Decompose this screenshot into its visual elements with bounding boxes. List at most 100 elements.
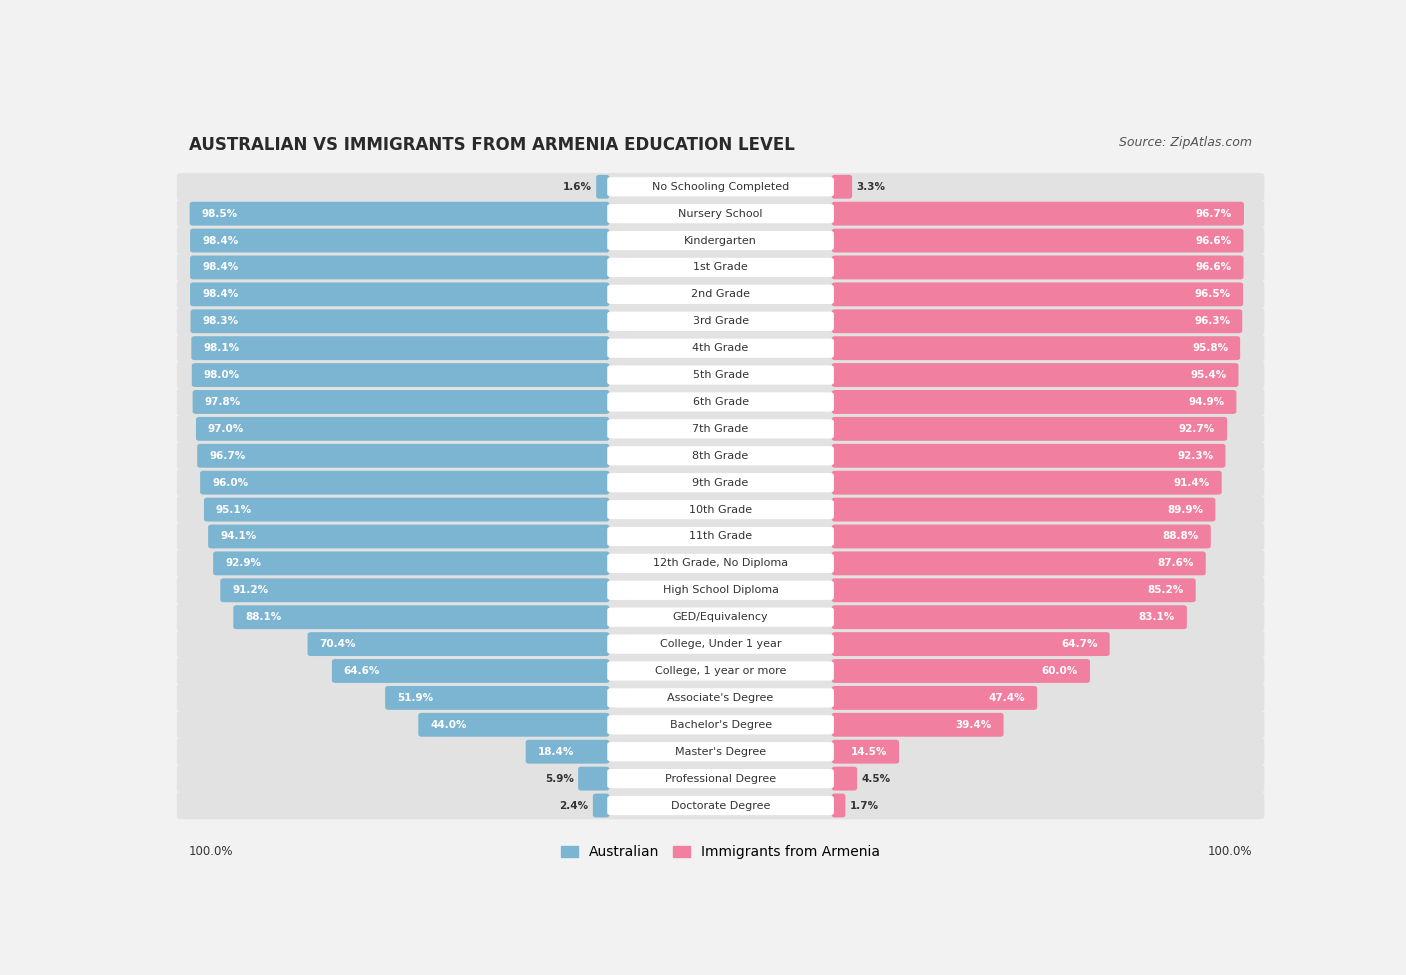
FancyBboxPatch shape	[526, 740, 609, 763]
FancyBboxPatch shape	[607, 257, 834, 277]
Text: 14.5%: 14.5%	[851, 747, 887, 757]
FancyBboxPatch shape	[607, 796, 834, 815]
FancyBboxPatch shape	[607, 500, 834, 520]
FancyBboxPatch shape	[607, 581, 834, 600]
FancyBboxPatch shape	[607, 688, 834, 708]
Text: Kindergarten: Kindergarten	[685, 236, 756, 246]
FancyBboxPatch shape	[177, 576, 1264, 604]
FancyBboxPatch shape	[832, 740, 898, 763]
Text: 89.9%: 89.9%	[1167, 505, 1204, 515]
FancyBboxPatch shape	[832, 605, 1187, 629]
Text: 98.4%: 98.4%	[202, 262, 239, 272]
FancyBboxPatch shape	[607, 716, 834, 734]
Text: 5.9%: 5.9%	[546, 773, 574, 784]
Text: Professional Degree: Professional Degree	[665, 773, 776, 784]
FancyBboxPatch shape	[607, 231, 834, 251]
FancyBboxPatch shape	[200, 471, 609, 494]
FancyBboxPatch shape	[832, 794, 845, 817]
Text: 83.1%: 83.1%	[1139, 612, 1175, 622]
Text: College, Under 1 year: College, Under 1 year	[659, 639, 782, 649]
FancyBboxPatch shape	[832, 659, 1090, 682]
FancyBboxPatch shape	[832, 363, 1239, 387]
Text: 96.0%: 96.0%	[212, 478, 249, 488]
FancyBboxPatch shape	[593, 794, 609, 817]
Text: 98.1%: 98.1%	[204, 343, 239, 353]
FancyBboxPatch shape	[177, 764, 1264, 793]
Text: 10th Grade: 10th Grade	[689, 505, 752, 515]
FancyBboxPatch shape	[177, 550, 1264, 577]
FancyBboxPatch shape	[177, 442, 1264, 470]
Text: 91.2%: 91.2%	[232, 585, 269, 596]
FancyBboxPatch shape	[832, 255, 1243, 280]
Text: 96.6%: 96.6%	[1195, 236, 1232, 246]
Text: 98.3%: 98.3%	[202, 316, 239, 327]
Text: 70.4%: 70.4%	[319, 639, 356, 649]
FancyBboxPatch shape	[832, 471, 1222, 494]
FancyBboxPatch shape	[607, 607, 834, 627]
FancyBboxPatch shape	[607, 661, 834, 681]
FancyBboxPatch shape	[177, 362, 1264, 389]
Text: 100.0%: 100.0%	[1208, 844, 1253, 858]
Text: 92.7%: 92.7%	[1178, 424, 1215, 434]
Text: Bachelor's Degree: Bachelor's Degree	[669, 720, 772, 730]
Text: 95.8%: 95.8%	[1192, 343, 1229, 353]
FancyBboxPatch shape	[195, 417, 609, 441]
FancyBboxPatch shape	[607, 177, 834, 196]
Text: 98.0%: 98.0%	[204, 370, 240, 380]
FancyBboxPatch shape	[221, 578, 609, 603]
Text: 94.9%: 94.9%	[1188, 397, 1225, 407]
FancyBboxPatch shape	[607, 526, 834, 546]
Text: 96.3%: 96.3%	[1194, 316, 1230, 327]
Text: 96.5%: 96.5%	[1195, 290, 1232, 299]
FancyBboxPatch shape	[607, 473, 834, 492]
FancyBboxPatch shape	[197, 444, 609, 468]
FancyBboxPatch shape	[832, 309, 1243, 333]
FancyBboxPatch shape	[190, 309, 609, 333]
Text: 1.6%: 1.6%	[562, 181, 592, 192]
FancyBboxPatch shape	[190, 283, 609, 306]
Text: 96.7%: 96.7%	[1195, 209, 1232, 218]
Text: 18.4%: 18.4%	[537, 747, 574, 757]
FancyBboxPatch shape	[607, 204, 834, 223]
FancyBboxPatch shape	[607, 635, 834, 653]
FancyBboxPatch shape	[177, 738, 1264, 765]
Text: 5th Grade: 5th Grade	[693, 370, 748, 380]
FancyBboxPatch shape	[607, 312, 834, 331]
FancyBboxPatch shape	[190, 228, 609, 253]
Text: 47.4%: 47.4%	[988, 693, 1025, 703]
FancyBboxPatch shape	[832, 525, 1211, 548]
FancyBboxPatch shape	[177, 604, 1264, 631]
FancyBboxPatch shape	[177, 388, 1264, 415]
FancyBboxPatch shape	[832, 713, 1004, 737]
Text: 92.3%: 92.3%	[1177, 450, 1213, 461]
Text: 44.0%: 44.0%	[430, 720, 467, 730]
FancyBboxPatch shape	[832, 578, 1195, 603]
FancyBboxPatch shape	[832, 283, 1243, 306]
FancyBboxPatch shape	[832, 632, 1109, 656]
FancyBboxPatch shape	[177, 657, 1264, 684]
Text: No Schooling Completed: No Schooling Completed	[652, 181, 789, 192]
FancyBboxPatch shape	[332, 659, 609, 682]
Text: 8th Grade: 8th Grade	[692, 450, 749, 461]
FancyBboxPatch shape	[177, 469, 1264, 496]
FancyBboxPatch shape	[177, 281, 1264, 308]
FancyBboxPatch shape	[607, 769, 834, 788]
Text: Associate's Degree: Associate's Degree	[668, 693, 773, 703]
Text: 88.1%: 88.1%	[245, 612, 281, 622]
Text: 96.7%: 96.7%	[209, 450, 246, 461]
FancyBboxPatch shape	[832, 228, 1243, 253]
FancyBboxPatch shape	[832, 336, 1240, 360]
FancyBboxPatch shape	[208, 525, 609, 548]
FancyBboxPatch shape	[832, 390, 1236, 414]
FancyBboxPatch shape	[308, 632, 609, 656]
Text: 98.5%: 98.5%	[201, 209, 238, 218]
FancyBboxPatch shape	[578, 766, 609, 791]
FancyBboxPatch shape	[190, 255, 609, 280]
FancyBboxPatch shape	[832, 444, 1226, 468]
Text: GED/Equivalency: GED/Equivalency	[672, 612, 769, 622]
FancyBboxPatch shape	[233, 605, 609, 629]
Text: 60.0%: 60.0%	[1042, 666, 1078, 676]
FancyBboxPatch shape	[191, 363, 609, 387]
Text: 12th Grade, No Diploma: 12th Grade, No Diploma	[652, 559, 789, 568]
FancyBboxPatch shape	[832, 552, 1206, 575]
